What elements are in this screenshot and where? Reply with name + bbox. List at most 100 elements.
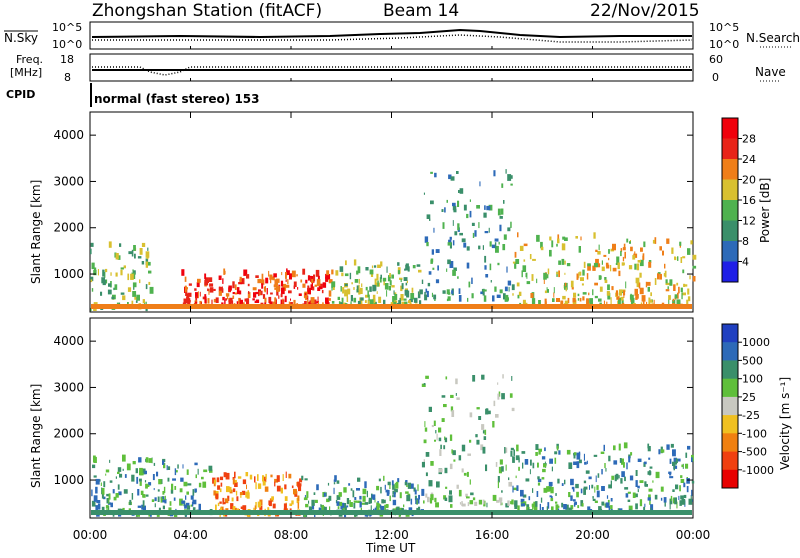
echo-cell xyxy=(463,242,467,248)
echo-cell xyxy=(329,506,331,511)
echo-cell xyxy=(163,486,166,493)
echo-cell xyxy=(594,282,598,286)
date-label: 22/Nov/2015 xyxy=(590,1,700,21)
echo-cell xyxy=(389,273,391,278)
echo-cell xyxy=(561,502,564,508)
echo-cell xyxy=(403,277,408,281)
echo-cell xyxy=(637,260,641,263)
echo-cell xyxy=(304,301,307,307)
echo-cell xyxy=(497,393,500,400)
echo-cell xyxy=(241,278,245,285)
echo-cell xyxy=(476,407,480,410)
echo-cell xyxy=(674,257,677,261)
echo-cell xyxy=(581,503,584,507)
echo-cell xyxy=(565,287,567,292)
echo-cell xyxy=(540,246,544,251)
echo-cell xyxy=(456,484,459,489)
echo-cell xyxy=(541,456,546,460)
echo-cell xyxy=(331,301,335,304)
echo-cell xyxy=(593,262,598,268)
echo-cell xyxy=(578,246,581,253)
echo-cell xyxy=(357,500,362,503)
echo-cell xyxy=(389,495,391,502)
echo-cell xyxy=(494,242,497,249)
echo-cell xyxy=(264,486,269,492)
echo-cell xyxy=(220,506,224,512)
echo-cell xyxy=(482,499,485,505)
echo-cell xyxy=(208,465,213,471)
echo-cell xyxy=(409,302,412,305)
echo-cell xyxy=(384,504,386,511)
echo-cell xyxy=(515,475,517,479)
echo-cell xyxy=(297,287,299,290)
echo-cell xyxy=(419,289,423,295)
echo-cell xyxy=(592,265,596,271)
echo-cell xyxy=(586,273,589,280)
echo-cell xyxy=(453,459,456,462)
echo-cell xyxy=(514,503,518,509)
echo-cell xyxy=(293,299,296,306)
echo-cell xyxy=(505,169,507,174)
y-tick-label: 3000 xyxy=(53,174,84,188)
echo-cell xyxy=(327,482,330,486)
echo-cell xyxy=(207,298,210,304)
echo-cell xyxy=(416,499,418,505)
echo-cell xyxy=(449,434,453,441)
echo-cell xyxy=(124,474,127,478)
echo-cell xyxy=(467,297,469,302)
echo-cell xyxy=(629,294,634,300)
echo-cell xyxy=(601,486,605,491)
echo-cell xyxy=(444,467,448,474)
echo-cell xyxy=(461,503,466,507)
echo-cell xyxy=(211,299,213,307)
echo-cell xyxy=(181,500,185,504)
echo-cell xyxy=(686,478,690,484)
echo-cell xyxy=(669,458,672,464)
echo-cell xyxy=(436,481,440,488)
echo-cell xyxy=(601,469,603,475)
echo-cell xyxy=(145,483,148,489)
echo-cell xyxy=(349,272,352,280)
echo-cell xyxy=(120,269,123,276)
echo-cell xyxy=(553,287,555,294)
echo-cell xyxy=(666,238,670,244)
power-panel: 1000 2000 3000 4000 Slant Range [km] 4 8 12 16… xyxy=(29,111,772,313)
echo-cell xyxy=(399,298,401,301)
echo-cell xyxy=(378,478,381,482)
echo-cell xyxy=(503,293,506,300)
echo-cell xyxy=(428,271,432,275)
echo-cell xyxy=(624,476,626,482)
echo-cell xyxy=(328,495,332,501)
echo-cell xyxy=(311,499,315,506)
echo-cell xyxy=(421,461,425,468)
echo-cell xyxy=(674,497,677,505)
echo-cell xyxy=(592,496,594,499)
echo-cell xyxy=(489,263,492,271)
echo-cell xyxy=(90,242,94,247)
echo-cell xyxy=(364,513,368,517)
echo-cell xyxy=(338,301,341,307)
echo-cell xyxy=(451,449,453,454)
echo-cell xyxy=(234,482,238,487)
echo-cell xyxy=(242,505,247,510)
echo-cell xyxy=(198,482,202,488)
echo-cell xyxy=(199,300,202,305)
echo-cell xyxy=(346,498,350,505)
echo-cell xyxy=(480,291,483,295)
echo-cell xyxy=(684,284,688,287)
echo-cell xyxy=(392,296,396,303)
echo-cell xyxy=(145,494,149,497)
echo-cell xyxy=(618,297,621,304)
echo-cell xyxy=(123,489,128,494)
echo-cell xyxy=(342,287,345,294)
echo-cell xyxy=(472,375,476,382)
echo-cell xyxy=(371,265,374,269)
echo-cell xyxy=(692,254,697,260)
echo-cell xyxy=(384,484,386,490)
echo-cell xyxy=(687,288,690,295)
echo-cell xyxy=(577,505,580,509)
echo-cell xyxy=(117,471,120,474)
echo-cell xyxy=(610,297,612,305)
x-tick-label: 12:00 xyxy=(374,528,409,542)
echo-cell xyxy=(377,264,381,268)
